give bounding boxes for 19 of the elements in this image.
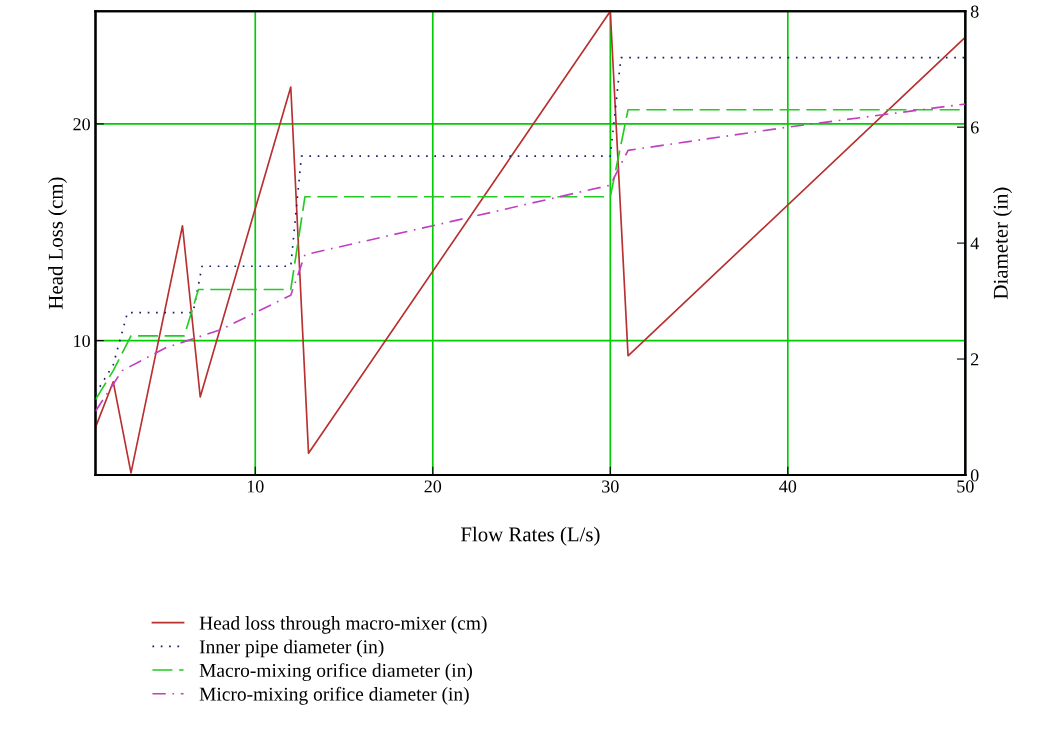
y2-tick-label: 2 xyxy=(970,353,979,366)
y2-tick-label: 0 xyxy=(970,469,979,482)
x-tick-label: 20 xyxy=(424,480,442,493)
x-tick-label: 40 xyxy=(779,480,797,493)
x-axis-title: Flow Rates (L/s) xyxy=(461,526,600,546)
legend-label: Macro-mixing orifice diameter (in) xyxy=(199,663,472,682)
y2-axis-title: Diameter (in) xyxy=(993,187,1013,299)
legend-label: Head loss through macro-mixer (cm) xyxy=(199,616,487,634)
legend-label: Inner pipe diameter (in) xyxy=(199,639,384,658)
y2-tick-label: 8 xyxy=(970,5,979,18)
line-series xyxy=(95,56,966,395)
y-axis-title: Head Loss (cm) xyxy=(48,177,68,310)
x-tick-label: 50 xyxy=(957,480,974,493)
y2-tick-label: 6 xyxy=(970,121,979,134)
x-tick-label: 30 xyxy=(602,480,619,493)
line-series xyxy=(95,11,966,474)
x-tick-label: 10 xyxy=(247,480,264,493)
legend-label: Micro-mixing orifice diameter (in) xyxy=(199,686,469,705)
y2-tick-label: 4 xyxy=(970,237,979,250)
